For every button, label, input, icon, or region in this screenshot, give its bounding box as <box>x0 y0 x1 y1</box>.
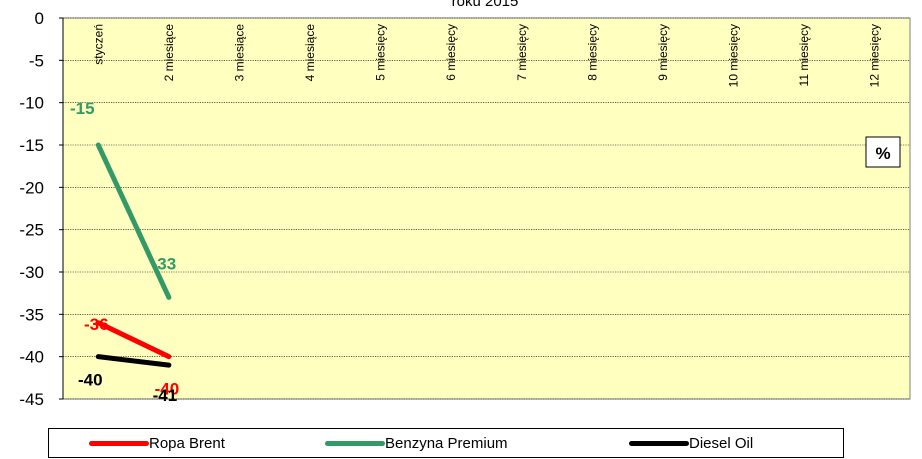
x-category-label: 10 miesięcy <box>727 24 741 87</box>
data-label: -40 <box>78 371 103 390</box>
x-category-label: 8 miesięcy <box>585 24 599 81</box>
data-labels: -36-40-15-33-40-41 <box>70 99 179 405</box>
y-tick-label: -5 <box>29 51 44 70</box>
y-tick-label: -25 <box>19 221 44 240</box>
chart-title: roku 2015 <box>452 0 519 10</box>
legend-label-diesel-oil: Diesel Oil <box>689 434 754 452</box>
y-tick-label: -10 <box>19 94 44 113</box>
y-tick-label: -15 <box>19 136 44 155</box>
data-label: -41 <box>153 386 178 405</box>
x-category-label: 5 miesięcy <box>374 24 388 81</box>
series-line-0 <box>95 320 172 360</box>
unit-box: % <box>865 136 901 168</box>
legend-swatch-ropa-brent <box>89 440 149 446</box>
x-category-label: styczeń <box>91 24 105 65</box>
legend: Ropa Brent Benzyna Premium Diesel Oil <box>48 428 844 458</box>
x-category-label: 2 miesiące <box>162 24 176 82</box>
legend-label-benzyna-premium: Benzyna Premium <box>385 434 508 452</box>
x-category-label: 4 miesiące <box>303 24 317 82</box>
legend-item-ropa-brent: Ropa Brent <box>89 429 225 457</box>
plot-area <box>62 17 911 400</box>
y-tick-label: -45 <box>19 390 44 409</box>
y-tick-label: 0 <box>35 9 44 28</box>
y-tick-label: -30 <box>19 263 44 282</box>
legend-item-diesel-oil: Diesel Oil <box>629 429 753 457</box>
series-line-2 <box>95 354 172 368</box>
x-category-label: 7 miesięcy <box>515 24 529 81</box>
y-tick-label: -20 <box>19 178 44 197</box>
data-label: -40 <box>155 380 180 399</box>
x-category-label: 6 miesięcy <box>444 24 458 81</box>
x-category-label: 12 miesięcy <box>868 24 882 87</box>
legend-label-ropa-brent: Ropa Brent <box>149 434 225 452</box>
x-category-label: 11 miesięcy <box>797 24 811 86</box>
data-label: -36 <box>84 315 109 334</box>
data-label: -15 <box>70 99 95 118</box>
x-category-label: 3 miesiące <box>232 24 246 82</box>
legend-swatch-diesel-oil <box>629 440 689 446</box>
y-tick-label: -40 <box>19 348 44 367</box>
x-category-label: 9 miesięcy <box>656 24 670 81</box>
series-line-1 <box>95 142 172 300</box>
data-label: -33 <box>152 254 177 273</box>
x-axis-category-labels: styczeń 2 miesiące 3 miesiące 4 miesiące 5 m… <box>91 24 881 88</box>
legend-item-benzyna-premium: Benzyna Premium <box>325 429 508 457</box>
gridlines <box>59 17 910 400</box>
legend-swatch-benzyna-premium <box>325 440 385 446</box>
chart-svg: 0 -5 -10 -15 -20 -25 -30 -35 -40 -45 styczeń 2 mie… <box>19 0 911 409</box>
series-lines <box>95 142 172 368</box>
y-tick-label: -35 <box>19 305 44 324</box>
unit-label: % <box>875 144 890 163</box>
y-axis-ticks: 0 -5 -10 -15 -20 -25 -30 -35 -40 -45 <box>19 9 44 409</box>
